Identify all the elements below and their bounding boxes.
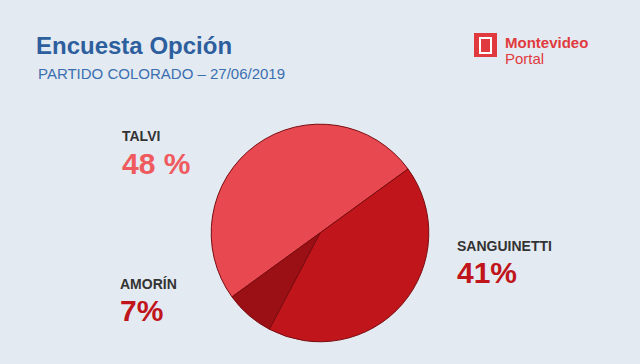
svg-text:SANGUINETTI: SANGUINETTI: [457, 238, 552, 254]
svg-text:41%: 41%: [457, 256, 517, 289]
svg-text:48 %: 48 %: [122, 147, 190, 180]
svg-text:PARTIDO COLORADO – 27/06/2019: PARTIDO COLORADO – 27/06/2019: [38, 65, 285, 82]
svg-text:Encuesta Opción: Encuesta Opción: [36, 32, 232, 59]
svg-text:TALVI: TALVI: [122, 128, 160, 144]
svg-text:Portal: Portal: [505, 50, 544, 67]
svg-text:AMORÍN: AMORÍN: [120, 276, 177, 292]
svg-text:Montevideo: Montevideo: [505, 34, 588, 51]
svg-text:7%: 7%: [120, 294, 163, 327]
